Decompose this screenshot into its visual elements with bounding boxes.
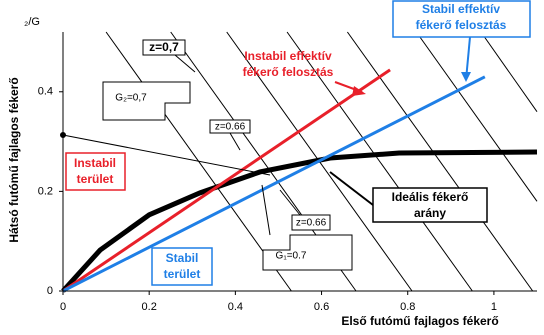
series-line xyxy=(480,31,538,112)
annotation: G₂=0,7 xyxy=(115,93,147,104)
series-line xyxy=(286,31,473,292)
box xyxy=(291,214,331,231)
arrow-head xyxy=(352,86,366,96)
pointers xyxy=(60,36,471,236)
annotation: z=0.66 xyxy=(296,218,327,229)
series-line xyxy=(346,31,534,292)
series-line xyxy=(61,149,538,293)
arrow-head xyxy=(461,72,471,82)
box xyxy=(102,81,191,121)
pointer xyxy=(261,184,271,236)
y-tick-label: 0 xyxy=(47,285,53,297)
x-tick-label: 0.4 xyxy=(228,301,243,313)
annotation: Stabil xyxy=(166,251,199,265)
annotation: fékerő felosztás xyxy=(243,65,334,79)
plot xyxy=(61,31,538,293)
box xyxy=(142,39,186,56)
series-line xyxy=(62,68,391,293)
annotation: terület xyxy=(164,267,201,281)
box xyxy=(65,152,126,191)
pointer xyxy=(174,54,196,73)
annotation: z=0.66 xyxy=(215,122,246,133)
annotation: z=0,7 xyxy=(149,40,179,54)
pointer xyxy=(229,132,241,151)
series-line xyxy=(415,31,538,202)
x-tick-label: 0.6 xyxy=(314,301,329,313)
x-tick-label: 0.8 xyxy=(400,301,415,313)
annotation: Ideális fékerő xyxy=(392,190,469,204)
annotation: arány xyxy=(414,206,446,220)
annotation: fékerő felosztás xyxy=(416,18,507,32)
pointer xyxy=(279,189,301,216)
annotation: Instabil xyxy=(74,156,116,170)
annotation: Instabil effektív xyxy=(244,49,332,63)
annotation: terület xyxy=(77,172,114,186)
annotation: G₁=0.7 xyxy=(276,251,307,262)
box xyxy=(151,247,213,286)
series-line xyxy=(62,75,486,293)
annotation-boxes xyxy=(65,0,531,286)
box xyxy=(392,0,531,38)
y-axis-label: Hátsó futómű fajlagos fékerő xyxy=(7,77,21,242)
y-tick-label: 0.2 xyxy=(38,185,53,197)
box xyxy=(262,234,353,271)
arrow xyxy=(329,171,374,206)
annotation: Stabil effektív xyxy=(422,2,500,16)
y-tick-label: 0.4 xyxy=(38,86,53,98)
x-axis-label: Első futómű fajlagos fékerő xyxy=(341,314,498,328)
x-tick-label: 0 xyxy=(60,301,66,313)
pointer xyxy=(62,134,271,176)
y-axis-unit: ₂/G xyxy=(24,16,40,28)
x-tick-label: 1 xyxy=(491,301,497,313)
x-tick-label: 0.2 xyxy=(142,301,157,313)
